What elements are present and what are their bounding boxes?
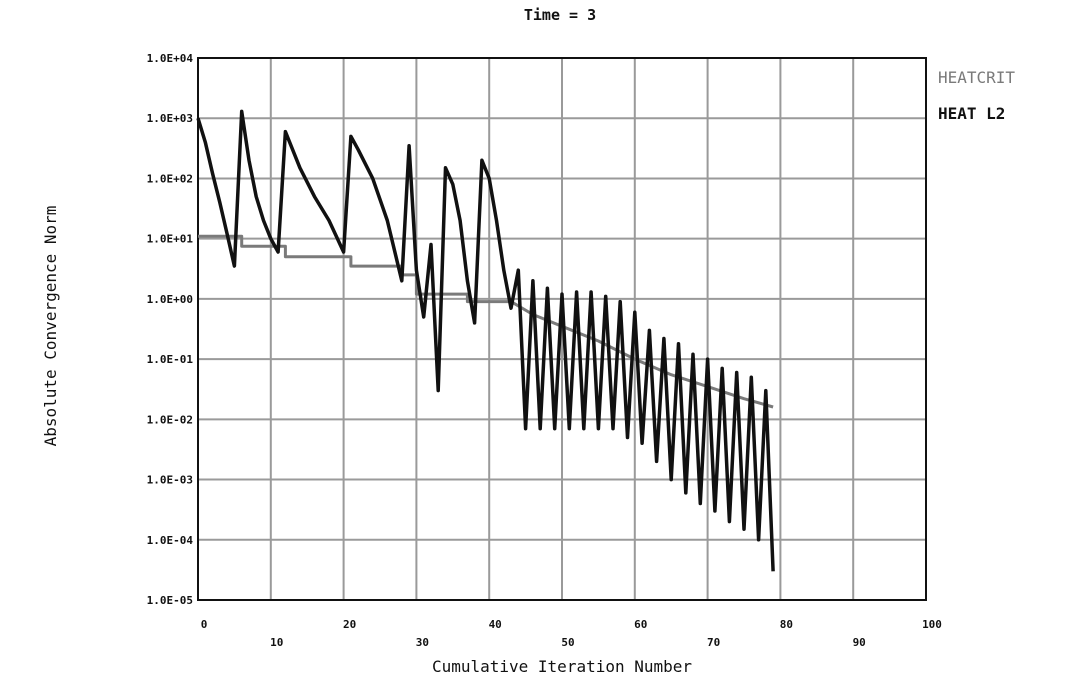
plot-frame (197, 57, 927, 601)
y-tick-label: 1.0E+02 (147, 172, 193, 185)
x-tick-label: 60 (634, 618, 647, 631)
y-tick-label: 1.0E-04 (147, 534, 194, 547)
x-axis-ticks: 0 10 20 30 40 50 60 70 80 90 100 (201, 618, 942, 649)
x-tick-label: 30 (416, 636, 429, 649)
chart-title: Time = 3 (524, 6, 596, 24)
series-line-heatcrit (198, 234, 774, 409)
y-axis-label: Absolute Convergence Norm (41, 206, 60, 447)
x-tick-label: 50 (561, 636, 574, 649)
x-tick-label: 40 (489, 618, 502, 631)
x-axis-label: Cumulative Iteration Number (432, 657, 692, 676)
y-tick-label: 1.0E-01 (147, 353, 194, 366)
y-tick-label: 1.0E+01 (147, 233, 194, 246)
y-axis-ticks: 1.0E-05 1.0E-04 1.0E-03 1.0E-02 1.0E-01 1.0E+… (147, 52, 194, 607)
y-tick-label: 1.0E-03 (147, 474, 193, 487)
legend: HEATCRIT HEAT L2 (938, 68, 1015, 123)
y-tick-label: 1.0E+04 (147, 52, 194, 65)
series-lines (196, 109, 775, 572)
legend-entry-heatcrit: HEATCRIT (938, 68, 1015, 87)
series-line-heat-l2 (196, 109, 775, 572)
x-tick-label: 100 (922, 618, 942, 631)
legend-entry-heat-l2: HEAT L2 (938, 104, 1005, 123)
y-tick-label: 1.0E+00 (147, 293, 193, 306)
y-tick-label: 1.0E-05 (147, 594, 193, 607)
y-tick-label: 1.0E+03 (147, 112, 193, 125)
x-tick-label: 20 (343, 618, 356, 631)
x-tick-label: 80 (780, 618, 793, 631)
x-tick-label: 10 (270, 636, 283, 649)
grid-lines (198, 58, 926, 600)
x-tick-label: 0 (201, 618, 208, 631)
x-tick-label: 90 (853, 636, 866, 649)
y-tick-label: 1.0E-02 (147, 413, 193, 426)
x-tick-label: 70 (707, 636, 720, 649)
